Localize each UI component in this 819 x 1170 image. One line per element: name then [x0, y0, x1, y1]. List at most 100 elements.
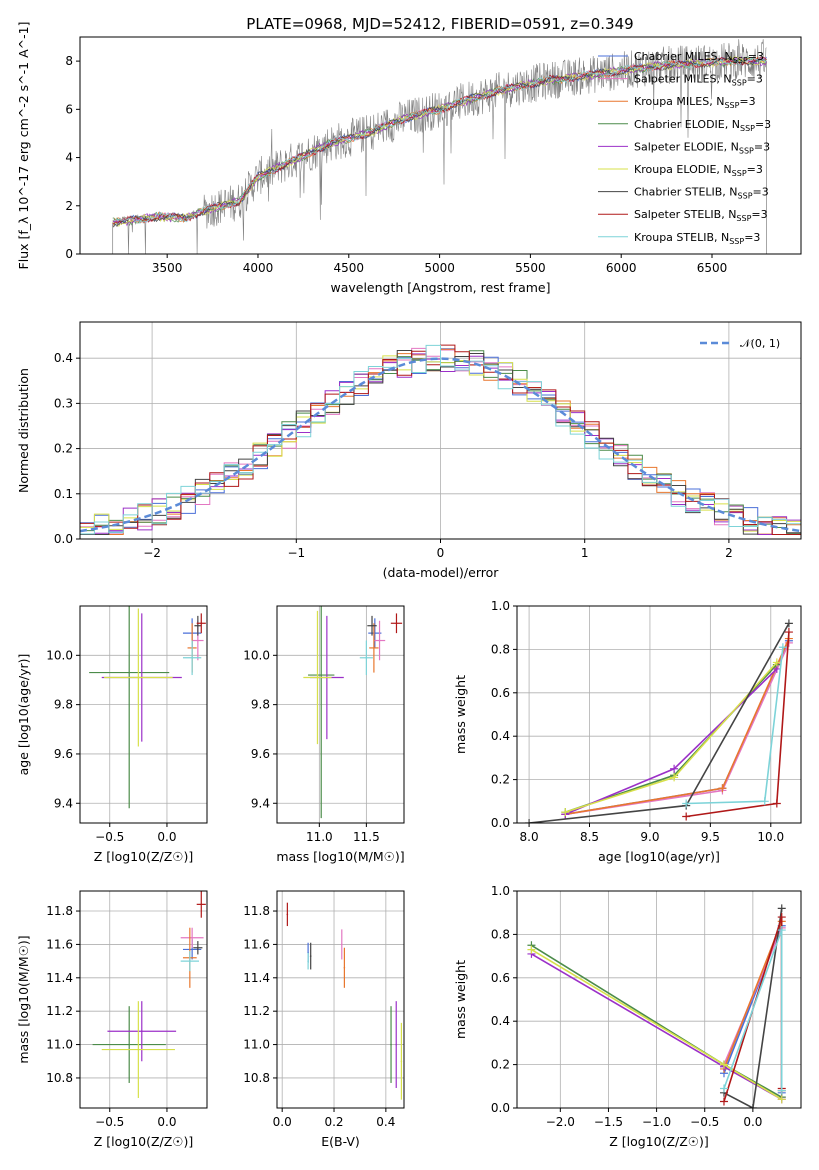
- data-point: [286, 913, 289, 916]
- x-tick-label: −1.5: [594, 1115, 623, 1129]
- data-point: [309, 955, 312, 957]
- legend-entry-name: Chabrier MILES, N: [634, 50, 733, 63]
- x-tick-label: −1.0: [642, 1115, 671, 1129]
- x-tick-label: −2: [143, 546, 161, 560]
- legend-entry: 𝒩(0, 1): [740, 337, 780, 350]
- weight-point-marker: [527, 945, 536, 954]
- data-point: [320, 674, 323, 676]
- weight-point-marker: [778, 643, 787, 652]
- x-axis-label: E(B-V): [321, 1134, 360, 1149]
- data-point: [378, 639, 381, 642]
- y-axis-label: age [log10(age/yr)]: [16, 654, 31, 776]
- y-tick-label: 0.8: [491, 642, 510, 656]
- y-tick-label: 0.8: [491, 927, 510, 941]
- legend-entry-suffix: =3: [755, 118, 771, 131]
- x-tick-label: 8.0: [520, 830, 539, 844]
- y-axis-label: mass weight: [453, 960, 468, 1039]
- y-axis-label: Flux [f_λ 10^-17 erg cm^-2 s^-1 A^-1]: [16, 22, 31, 270]
- y-tick-label: 0.4: [491, 1014, 510, 1028]
- residuals-panel: −2 −1 0 1 2 0.0 0.1 0.2 0.3 0.4 (data-model)/error…: [16, 321, 802, 580]
- weight-point-marker: [784, 628, 793, 637]
- data-point: [316, 676, 319, 679]
- y-tick-label: 11.8: [46, 904, 73, 918]
- weight-point-marker: [760, 797, 769, 806]
- spectrum-panel: 3500 4000 4500 5000 5500 6000 6500 0 2 4 6 8 wavelen…: [16, 22, 802, 295]
- y-tick-label: 9.8: [54, 698, 73, 712]
- legend-entry-suffix: =3: [748, 50, 764, 63]
- y-tick-label: 10.8: [243, 1071, 270, 1085]
- y-tick-label: 11.6: [46, 937, 73, 951]
- legend-entry-name: Salpeter STELIB, N: [634, 208, 736, 221]
- residual-histogram: [80, 344, 801, 539]
- weight-series-line: [565, 638, 790, 816]
- gaussian-reference-curve: [80, 357, 801, 533]
- legend-entry-name: Salpeter ELODIE, N: [634, 140, 739, 153]
- x-tick-label: 0.0: [157, 1115, 176, 1129]
- y-tick-label: 9.6: [54, 747, 73, 761]
- data-point: [365, 656, 368, 659]
- x-axis-label: mass [log10(M/M☉)]: [276, 849, 404, 864]
- y-tick-label: 10.8: [46, 1071, 73, 1085]
- legend-entry-subscript: SSP: [738, 192, 753, 201]
- legend-entry-subscript: SSP: [732, 169, 747, 178]
- data-point: [191, 948, 193, 951]
- legend-entry-subscript: SSP: [733, 56, 748, 65]
- y-tick-label: 11.0: [46, 1038, 73, 1052]
- legend-entry-suffix: =3: [753, 186, 769, 199]
- x-tick-label: −0.5: [690, 1115, 719, 1129]
- legend-entry-name: Chabrier ELODIE, N: [634, 118, 740, 131]
- data-point: [371, 624, 373, 627]
- x-tick-label: 0.0: [273, 1115, 292, 1129]
- y-tick-label: 0.6: [491, 971, 510, 985]
- plot-area: [303, 606, 403, 819]
- model-spectrum-line: [112, 56, 767, 225]
- residual-histogram: [80, 349, 801, 539]
- legend-entry-name: Kroupa MILES, N: [634, 95, 724, 108]
- data-point: [197, 946, 199, 949]
- weight-point-marker: [719, 1084, 728, 1093]
- data-point: [340, 943, 343, 946]
- residuals-legend: 𝒩(0, 1): [700, 337, 780, 350]
- x-tick-label: 5500: [515, 261, 546, 275]
- data-point: [373, 647, 375, 649]
- legend-entry-subscript: SSP: [739, 146, 754, 155]
- y-tick-label: 9.4: [251, 796, 270, 810]
- y-tick-label: 0: [65, 247, 73, 261]
- data-point: [390, 1043, 392, 1046]
- plot-area: [286, 902, 403, 1100]
- axes-frame: [276, 605, 405, 824]
- y-axis-label: mass weight: [453, 675, 468, 754]
- weight-point-marker: [748, 1104, 757, 1108]
- x-tick-label: 6000: [606, 261, 637, 275]
- plot-area: [525, 619, 793, 823]
- legend-entry-name: Salpeter MILES, N: [634, 73, 732, 86]
- weight-point-marker: [777, 904, 786, 913]
- y-tick-label: 0.0: [491, 816, 510, 830]
- data-point: [200, 903, 203, 906]
- data-point: [191, 936, 193, 939]
- y-tick-label: 0.3: [54, 396, 73, 410]
- y-tick-label: 0.0: [491, 1101, 510, 1115]
- weight-series-line: [529, 623, 790, 823]
- x-tick-label: 1: [581, 546, 589, 560]
- y-tick-label: 9.4: [54, 796, 73, 810]
- legend-entry-suffix: =3: [747, 163, 763, 176]
- data-point: [395, 622, 398, 625]
- legend-entry: Chabrier STELIB, NSSP=3: [634, 186, 769, 201]
- y-axis-label: mass [log10(M/M☉)]: [16, 935, 31, 1063]
- legend-entry-suffix: =3: [754, 140, 770, 153]
- legend-entry-name: Kroupa STELIB, N: [634, 231, 729, 244]
- x-axis-label: wavelength [Angstrom, rest frame]: [330, 280, 550, 295]
- weight-point-marker: [561, 808, 570, 817]
- observed-spectrum-line: [112, 39, 767, 254]
- plot-area: [527, 904, 786, 1108]
- data-point: [343, 966, 346, 969]
- x-axis-label: Z [log10(Z/Z☉)]: [609, 1134, 709, 1149]
- legend-entry: Salpeter STELIB, NSSP=3: [634, 208, 768, 223]
- legend-entry-suffix: =3: [751, 208, 767, 221]
- data-point: [307, 960, 309, 962]
- plot-area: [92, 891, 206, 1098]
- y-tick-label: 0.2: [491, 1058, 510, 1072]
- x-tick-label: 0.4: [376, 1115, 395, 1129]
- weight-point-marker: [772, 799, 781, 808]
